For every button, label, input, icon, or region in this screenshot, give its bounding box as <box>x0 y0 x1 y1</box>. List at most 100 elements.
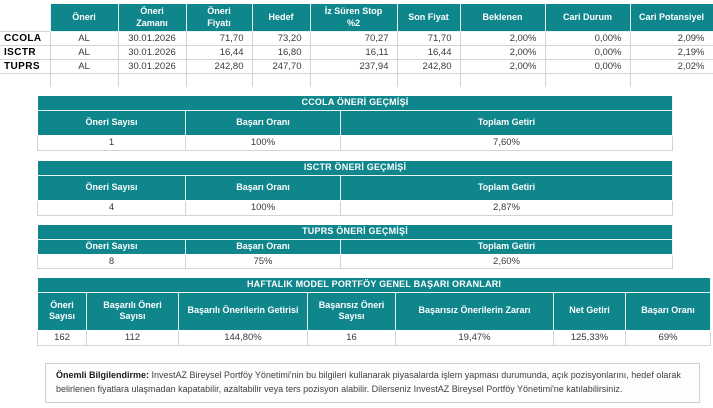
date-cell: 30.01.2026 <box>117 45 187 61</box>
column-header-cari-potansiyel: Cari Potansiyel <box>629 2 713 33</box>
symbol-cell: TUPRS <box>0 59 51 75</box>
column-header-iz-suren-stop: İz Süren Stop %2 <box>309 2 398 33</box>
header-toplam-getiri: Toplam Getiri <box>339 109 674 136</box>
header-toplam-getiri: Toplam Getiri <box>339 238 674 255</box>
recommendation-count-value: 8 <box>37 253 186 269</box>
column-header-cari-durum: Cari Durum <box>544 2 631 33</box>
total-return-value: 7,60% <box>339 134 674 151</box>
weekly-values-row: 162 112 144,80% 16 19,47% 125,33% 69% <box>37 329 712 346</box>
unsuccessful-loss-value: 19,47% <box>395 329 554 346</box>
successful-return-value: 144,80% <box>178 329 308 346</box>
trailing-stop-cell: 237,94 <box>309 59 398 75</box>
total-return-value: 2,60% <box>339 253 674 269</box>
last-price-cell: 242,80 <box>396 59 461 75</box>
expected-cell: 2,00% <box>459 45 546 61</box>
current-status-cell: 0,00% <box>544 31 631 47</box>
history-values-row: 4 100% 2,87% <box>37 199 674 216</box>
current-potential-cell: 2,02% <box>629 59 713 75</box>
entry-price-cell: 71,70 <box>185 31 253 47</box>
expected-cell: 2,00% <box>459 59 546 75</box>
history-values-row: 8 75% 2,60% <box>37 253 674 269</box>
target-price-cell: 73,20 <box>251 31 311 47</box>
column-header-beklenen: Beklenen <box>459 2 546 33</box>
column-header-oneri-fiyati: Öneri Fiyatı <box>185 2 253 33</box>
current-status-cell: 0,00% <box>544 45 631 61</box>
last-price-cell: 16,44 <box>396 45 461 61</box>
recommendation-count-value: 4 <box>37 199 186 216</box>
weekly-summary-table: HAFTALIK MODEL PORTFÖY GENEL BAŞARI ORAN… <box>36 277 712 346</box>
header-oneri-sayisi: Öneri Sayısı <box>37 174 186 201</box>
recommendations-header-row: Öneri Öneri Zamanı Öneri Fiyatı Hedef İz… <box>0 2 713 33</box>
corner-blank-cell <box>0 3 50 32</box>
recommendations-table: Öneri Öneri Zamanı Öneri Fiyatı Hedef İz… <box>0 2 713 87</box>
header-basari-orani: Başarı Oranı <box>185 238 341 255</box>
column-header-son-fiyat: Son Fiyat <box>396 2 461 33</box>
header-basarili-oneri-sayisi: Başarılı Öneri Sayısı <box>86 291 179 331</box>
empty-cell <box>309 73 398 87</box>
trailing-stop-cell: 70,27 <box>309 31 398 47</box>
header-toplam-getiri: Toplam Getiri <box>339 174 674 201</box>
header-basari-orani: Başarı Oranı <box>185 109 341 136</box>
empty-grid-row <box>0 73 713 87</box>
stock-row-tuprs: TUPRS AL 30.01.2026 242,80 247,70 237,94… <box>0 59 713 75</box>
net-return-value: 125,33% <box>553 329 626 346</box>
current-potential-cell: 2,19% <box>629 45 713 61</box>
column-header-oneri: Öneri <box>49 2 119 33</box>
signal-cell: AL <box>49 59 119 75</box>
symbol-cell: CCOLA <box>0 31 51 47</box>
header-oneri-sayisi: Öneri Sayısı <box>37 291 87 331</box>
history-section-ccola: CCOLA ÖNERİ GEÇMİŞİ Öneri Sayısı Başarı … <box>36 95 674 151</box>
recommendation-count-value: 1 <box>37 134 186 151</box>
success-rate-value: 75% <box>185 253 341 269</box>
stock-row-isctr: ISCTR AL 30.01.2026 16,44 16,80 16,11 16… <box>0 45 713 61</box>
success-rate-value: 100% <box>185 199 341 216</box>
total-recommendations-value: 162 <box>37 329 87 346</box>
overall-success-rate-value: 69% <box>624 329 712 346</box>
date-cell: 30.01.2026 <box>117 59 187 75</box>
empty-cell <box>544 73 631 87</box>
column-header-hedef: Hedef <box>251 2 311 33</box>
header-basarisiz-onerilerin-zarari: Başarısız Önerilerin Zararı <box>395 291 554 331</box>
header-oneri-sayisi: Öneri Sayısı <box>37 109 186 136</box>
current-status-cell: 0,00% <box>544 59 631 75</box>
empty-cell <box>49 73 119 87</box>
unsuccessful-count-value: 16 <box>307 329 396 346</box>
empty-cell <box>117 73 187 87</box>
header-net-getiri: Net Getiri <box>553 291 626 331</box>
header-basarisiz-oneri-sayisi: Başarısız Öneri Sayısı <box>307 291 396 331</box>
header-basari-orani: Başarı Oranı <box>624 291 712 331</box>
date-cell: 30.01.2026 <box>117 31 187 47</box>
header-basarili-onerilerin-getirisi: Başarılı Önerilerin Getirisi <box>178 291 308 331</box>
current-potential-cell: 2,09% <box>629 31 713 47</box>
history-section-isctr: ISCTR ÖNERİ GEÇMİŞİ Öneri Sayısı Başarı … <box>36 160 674 216</box>
symbol-cell: ISCTR <box>0 45 51 61</box>
success-rate-value: 100% <box>185 134 341 151</box>
signal-cell: AL <box>49 45 119 61</box>
weekly-header-row: Öneri Sayısı Başarılı Öneri Sayısı Başar… <box>37 291 712 331</box>
last-price-cell: 71,70 <box>396 31 461 47</box>
empty-cell <box>459 73 546 87</box>
disclaimer-text: InvestAZ Bireysel Portföy Yönetimi'nin b… <box>56 370 681 394</box>
disclaimer-label: Önemli Bilgilendirme: <box>56 370 150 380</box>
header-basari-orani: Başarı Oranı <box>185 174 341 201</box>
total-return-value: 2,87% <box>339 199 674 216</box>
successful-count-value: 112 <box>86 329 179 346</box>
trailing-stop-cell: 16,11 <box>309 45 398 61</box>
expected-cell: 2,00% <box>459 31 546 47</box>
stock-row-ccola: CCOLA AL 30.01.2026 71,70 73,20 70,27 71… <box>0 31 713 47</box>
header-oneri-sayisi: Öneri Sayısı <box>37 238 186 255</box>
empty-cell <box>0 73 51 87</box>
empty-cell <box>629 73 713 87</box>
empty-cell <box>396 73 461 87</box>
signal-cell: AL <box>49 31 119 47</box>
entry-price-cell: 242,80 <box>185 59 253 75</box>
target-price-cell: 247,70 <box>251 59 311 75</box>
section-title: TUPRS ÖNERİ GEÇMİŞİ <box>36 224 674 240</box>
column-header-oneri-zamani: Öneri Zamanı <box>117 2 187 33</box>
disclaimer-box: Önemli Bilgilendirme: InvestAZ Bireysel … <box>45 363 700 403</box>
weekly-summary-title: HAFTALIK MODEL PORTFÖY GENEL BAŞARI ORAN… <box>36 277 712 293</box>
section-title: CCOLA ÖNERİ GEÇMİŞİ <box>36 95 674 111</box>
entry-price-cell: 16,44 <box>185 45 253 61</box>
history-values-row: 1 100% 7,60% <box>37 134 674 151</box>
history-section-tuprs: TUPRS ÖNERİ GEÇMİŞİ Öneri Sayısı Başarı … <box>36 224 674 269</box>
